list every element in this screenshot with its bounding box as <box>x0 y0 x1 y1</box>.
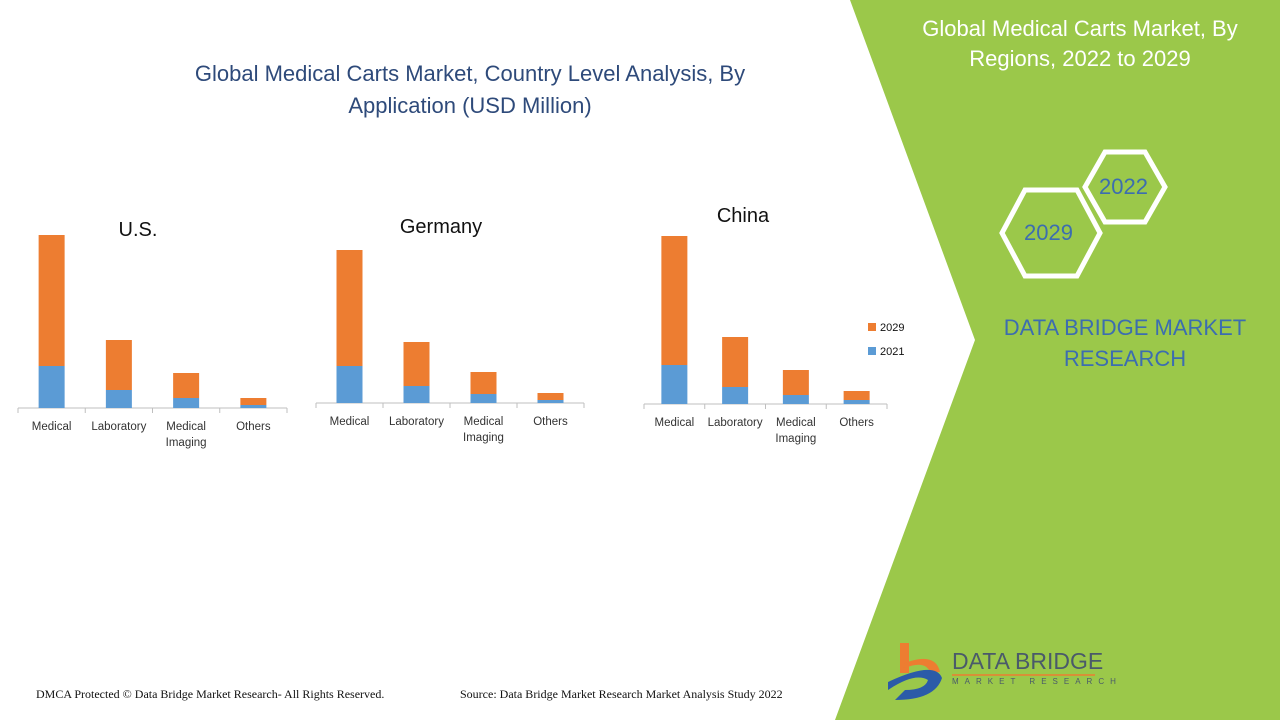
bar-2029 <box>722 337 749 387</box>
category-label: Laboratory <box>708 417 763 429</box>
logo-subtext: MARKET RESEARCH <box>952 677 1122 686</box>
bar-2029 <box>336 250 363 366</box>
bar-2021 <box>470 394 497 403</box>
bar-2029 <box>173 373 200 398</box>
main-title: Global Medical Carts Market, Country Lev… <box>194 61 746 118</box>
bar-2029 <box>403 342 430 386</box>
category-label: Medical <box>776 417 816 429</box>
bar-2029 <box>782 370 809 395</box>
category-label: Medical <box>330 416 370 428</box>
category-label: Imaging <box>775 433 816 445</box>
source: Source: Data Bridge Market Research Mark… <box>460 687 783 701</box>
bar-2021 <box>843 400 870 404</box>
hexagon-2029 <box>999 187 1103 279</box>
bar-2021 <box>173 398 200 408</box>
category-label: Others <box>839 417 874 429</box>
bar-2029 <box>537 393 564 400</box>
category-label: Others <box>533 416 568 428</box>
bar-2021 <box>105 390 132 408</box>
bar-2021 <box>336 366 363 403</box>
bar-2029 <box>843 391 870 400</box>
bar-2021 <box>537 400 564 403</box>
chart-title: Germany <box>400 216 482 238</box>
legend-swatch-2021 <box>868 347 876 355</box>
chart-title: U.S. <box>119 219 158 241</box>
bar-2021 <box>782 395 809 404</box>
category-label: Imaging <box>463 432 504 444</box>
bar-2021 <box>661 365 688 404</box>
logo-text: DATA BRIDGE <box>952 648 1104 674</box>
green-panel <box>835 0 1280 720</box>
category-label: Medical <box>32 421 72 433</box>
hex-label-2029: 2029 <box>1024 220 1073 245</box>
category-label: Imaging <box>166 437 207 449</box>
legend-label-2021: 2021 <box>880 346 904 358</box>
bar-2021 <box>38 366 65 408</box>
bar-2029 <box>470 372 497 394</box>
copyright: DMCA Protected © Data Bridge Market Rese… <box>36 687 385 701</box>
category-label: Medical <box>655 417 695 429</box>
bar-2021 <box>403 386 430 403</box>
legend-swatch-2029 <box>868 323 876 331</box>
category-label: Others <box>236 421 271 433</box>
chart-germany: Germany Medical Laboratory Medical Imaging Ot… <box>315 216 585 444</box>
logo-icon <box>888 643 942 700</box>
bar-2029 <box>105 340 132 390</box>
bar-2029 <box>240 398 267 405</box>
bar-2029 <box>38 235 65 366</box>
category-label: Medical <box>464 416 504 428</box>
bar-2021 <box>240 405 267 408</box>
category-label: Laboratory <box>91 421 146 433</box>
category-label: Medical <box>166 421 206 433</box>
hexagon-2022 <box>1082 149 1168 225</box>
legend-label-2029: 2029 <box>880 322 904 334</box>
brand-text: DATA BRIDGE MARKET RESEARCH <box>1003 315 1247 371</box>
bar-2029 <box>661 236 688 365</box>
category-label: Laboratory <box>389 416 444 428</box>
chart-us: U.S. Medical Laboratory Medical Imaging Other… <box>17 219 288 449</box>
hex-label-2022: 2022 <box>1099 174 1148 199</box>
chart-china: China Medical Laboratory Medical Imaging Othe… <box>643 205 888 445</box>
chart-title: China <box>717 205 770 227</box>
panel-title: Global Medical Carts Market, By Regions,… <box>922 16 1238 71</box>
bar-2021 <box>722 387 749 404</box>
